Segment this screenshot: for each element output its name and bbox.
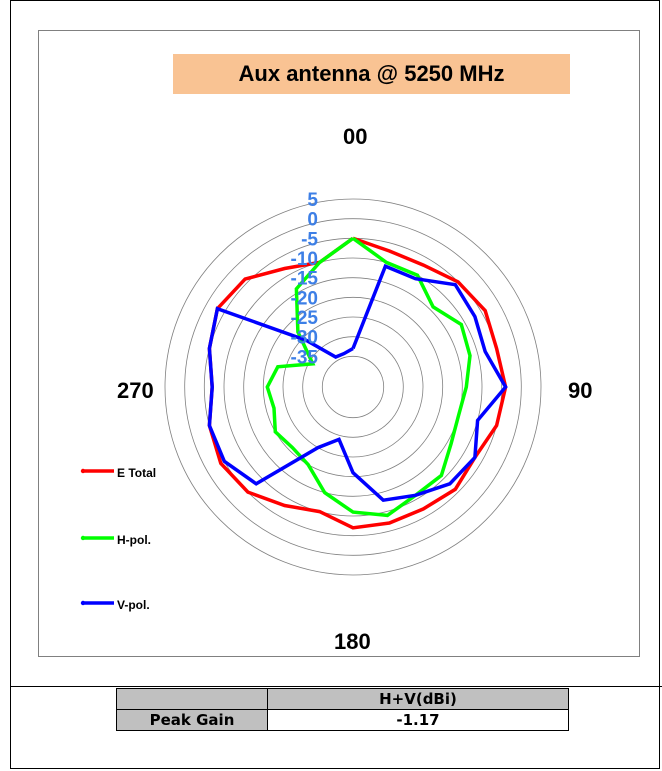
series-line-v-pol bbox=[207, 263, 508, 503]
radial-tick-label: -30 bbox=[291, 328, 318, 349]
legend-marker bbox=[80, 600, 86, 606]
plot-area-frame bbox=[38, 30, 640, 657]
table-row-label: Peak Gain bbox=[116, 709, 268, 731]
grid-ring bbox=[164, 198, 542, 576]
radial-tick-label: -5 bbox=[301, 229, 318, 250]
series-line-h-pol bbox=[265, 236, 472, 518]
grid-ring bbox=[243, 277, 463, 497]
grid-ring bbox=[262, 296, 444, 478]
series-line-e-total bbox=[207, 236, 508, 530]
chart-title-background bbox=[173, 54, 570, 94]
legend-label-v-pol: V-pol. bbox=[117, 598, 150, 612]
legend-label-h-pol: H-pol. bbox=[117, 533, 151, 547]
table-row-value: -1.17 bbox=[267, 709, 569, 731]
legend-marker bbox=[80, 535, 86, 541]
direction-label-bottom: 180 bbox=[334, 629, 371, 654]
radial-tick-label: -20 bbox=[291, 288, 318, 309]
direction-label-left: 270 bbox=[117, 378, 154, 403]
radial-tick-label: 0 bbox=[307, 210, 318, 231]
grid-ring bbox=[302, 336, 404, 438]
outer-frame bbox=[10, 0, 660, 769]
grid-ring bbox=[223, 257, 483, 517]
radial-tick-label: -35 bbox=[291, 347, 319, 368]
table-header-row: H+V(dBi) bbox=[116, 688, 569, 710]
legend-label-e-total: E Total bbox=[117, 466, 157, 480]
grid-ring bbox=[321, 355, 385, 419]
grid-ring bbox=[184, 218, 522, 556]
peak-gain-table: H+V(dBi) Peak Gain -1.17 bbox=[116, 688, 569, 731]
direction-label-right: 90 bbox=[568, 378, 593, 403]
section-divider bbox=[10, 686, 662, 687]
chart-title: Aux antenna @ 5250 MHz bbox=[238, 61, 505, 86]
legend-marker bbox=[80, 468, 86, 474]
radial-tick-label: -10 bbox=[291, 249, 318, 270]
table-header-blank bbox=[116, 688, 268, 710]
grid-ring bbox=[282, 316, 424, 458]
radial-tick-label: -15 bbox=[291, 269, 319, 290]
direction-label-top: 00 bbox=[343, 124, 368, 149]
radial-tick-label: 5 bbox=[307, 190, 318, 211]
table-header-value: H+V(dBi) bbox=[267, 688, 569, 710]
table-row: Peak Gain -1.17 bbox=[116, 709, 569, 731]
radial-tick-label: -25 bbox=[291, 308, 319, 329]
